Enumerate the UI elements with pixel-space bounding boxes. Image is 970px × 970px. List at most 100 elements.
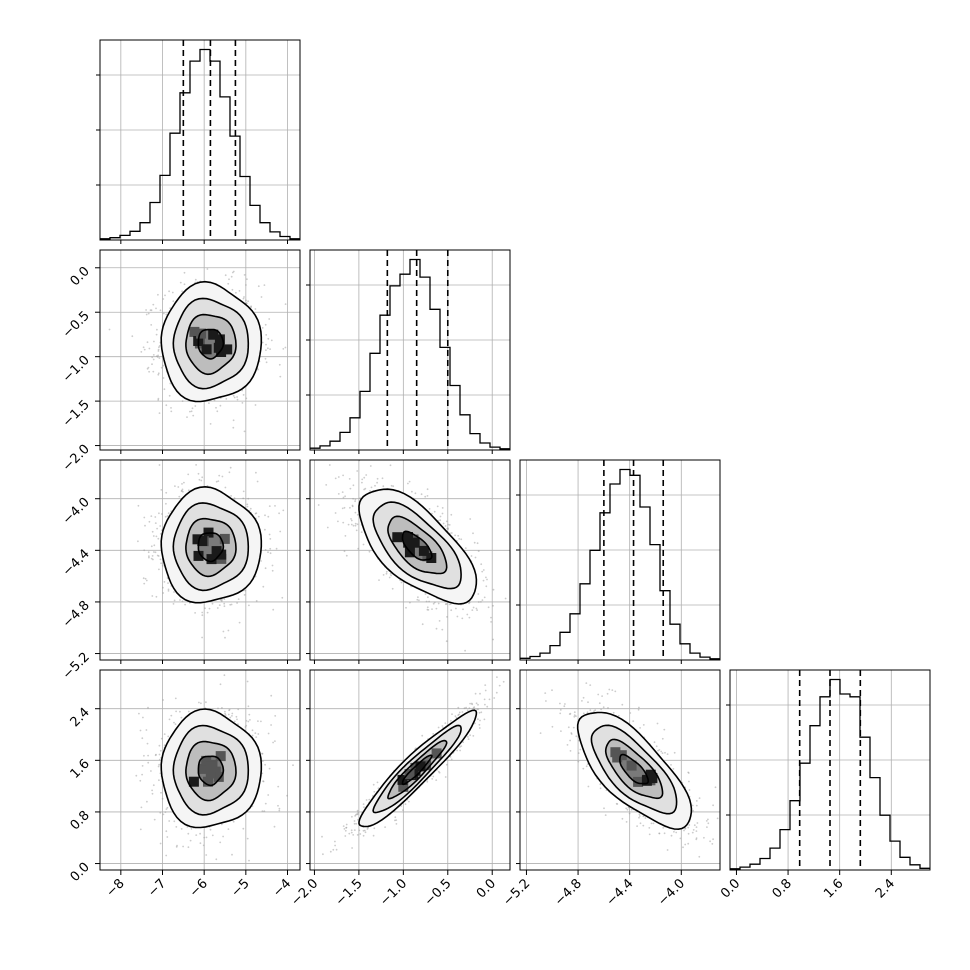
scatter-point — [445, 520, 448, 523]
scatter-point — [683, 829, 685, 832]
scatter-point — [601, 695, 603, 697]
scatter-point — [163, 733, 166, 735]
scatter-point — [148, 520, 151, 523]
scatter-point — [189, 839, 192, 842]
scatter-point — [450, 609, 453, 612]
scatter-point — [221, 707, 223, 709]
scatter-point — [479, 692, 481, 695]
scatter-point — [157, 399, 160, 401]
scatter-point — [146, 800, 148, 803]
scatter-point — [451, 713, 453, 716]
contour-line — [372, 724, 462, 814]
scatter-point — [575, 735, 578, 738]
scatter-point — [373, 790, 376, 793]
scatter-point — [208, 402, 210, 404]
scatter-point — [490, 621, 492, 623]
y-tick-label-1-2: −1.0 — [60, 353, 93, 386]
scatter-point — [261, 772, 264, 775]
scatter-point — [539, 732, 542, 734]
panel-frame — [309, 249, 511, 451]
scatter-point — [585, 682, 588, 684]
scatter-point — [205, 701, 207, 704]
scatter-point — [143, 582, 146, 585]
scatter-point — [246, 680, 249, 683]
scatter-point — [342, 474, 344, 477]
scatter-point — [587, 701, 589, 704]
scatter-point — [586, 711, 589, 714]
scatter-point — [598, 702, 601, 705]
scatter-point — [458, 538, 461, 540]
scatter-point — [390, 484, 393, 487]
scatter-point — [162, 298, 165, 300]
scatter-point — [656, 722, 659, 725]
scatter-point — [579, 748, 582, 751]
scatter-point — [357, 811, 360, 814]
scatter-point — [582, 696, 585, 699]
scatter-point — [687, 832, 690, 835]
scatter-point — [444, 603, 447, 606]
scatter-point — [695, 826, 698, 828]
scatter-point — [407, 482, 409, 485]
scatter-point — [225, 398, 228, 400]
scatter-point — [581, 700, 583, 702]
scatter-point — [268, 318, 271, 320]
scatter-point — [167, 582, 169, 584]
scatter-point — [404, 803, 407, 805]
scatter-point — [246, 505, 249, 508]
scatter-point — [469, 702, 471, 705]
density-pixel — [404, 769, 415, 780]
scatter-point — [438, 620, 441, 622]
scatter-point — [273, 825, 276, 828]
scatter-point — [334, 840, 336, 843]
scatter-point — [151, 792, 154, 795]
scatter-point — [350, 518, 352, 520]
scatter-point — [275, 547, 278, 550]
scatter-point — [648, 827, 651, 829]
scatter-point — [664, 751, 666, 754]
scatter-point — [486, 578, 488, 581]
scatter-point — [472, 707, 475, 709]
scatter-point — [246, 837, 249, 840]
scatter-point — [200, 702, 202, 705]
scatter-point — [672, 768, 675, 770]
scatter-point — [650, 822, 653, 825]
scatter-point — [158, 512, 160, 515]
scatter-point — [159, 309, 162, 312]
scatter-point — [603, 807, 605, 810]
scatter-point — [348, 832, 351, 835]
scatter-point — [224, 710, 226, 713]
scatter-point — [363, 806, 365, 809]
scatter-point — [587, 785, 590, 788]
y-tick-label-3-1: 0.8 — [68, 808, 93, 833]
scatter-point — [250, 306, 252, 309]
scatter-point — [560, 730, 562, 732]
scatter-point — [642, 824, 645, 827]
scatter-point — [233, 720, 236, 723]
scatter-point — [237, 598, 240, 600]
scatter-point — [353, 820, 356, 822]
scatter-point — [251, 242, 253, 244]
scatter-point — [286, 794, 288, 797]
scatter-point — [373, 827, 376, 830]
scatter-point — [158, 744, 161, 747]
scatter-point — [143, 516, 146, 519]
scatter-point — [165, 404, 168, 407]
scatter-point — [229, 603, 232, 606]
scatter-point — [376, 481, 378, 484]
scatter-point — [436, 505, 439, 508]
scatter-point — [182, 490, 184, 493]
scatter-point — [158, 568, 160, 571]
scatter-point — [670, 764, 672, 766]
scatter-point — [148, 556, 150, 559]
scatter-point — [248, 859, 250, 862]
density-pixel — [633, 776, 644, 787]
scatter-point — [337, 476, 340, 478]
contour-line — [197, 532, 225, 563]
scatter-point — [361, 478, 364, 481]
scatter-point — [450, 513, 453, 516]
scatter-point — [569, 712, 572, 715]
scatter-point — [231, 712, 234, 715]
scatter-point — [487, 606, 490, 609]
scatter-point — [362, 803, 365, 805]
scatter-point — [179, 599, 181, 601]
